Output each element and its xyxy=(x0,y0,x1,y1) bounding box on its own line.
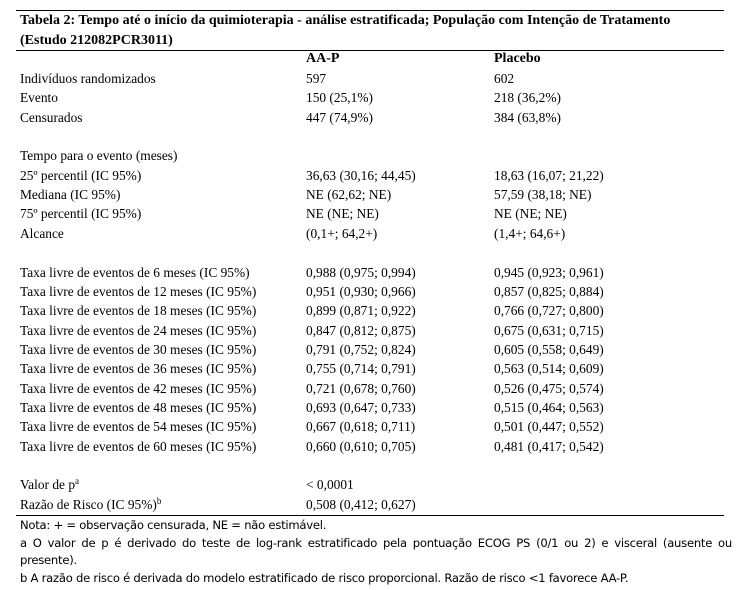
table-row: Razão de Risco (IC 95%)b 0,508 (0,412; 0,… xyxy=(0,495,740,514)
cell-placebo: 57,59 (38,18; NE) xyxy=(494,187,592,203)
cell-aap: < 0,0001 xyxy=(306,477,354,493)
cell-aap: 0,791 (0,752; 0,824) xyxy=(306,341,416,357)
row-label: Taxa livre de eventos de 18 meses (IC 95… xyxy=(20,303,257,319)
column-header-aap: AA-P xyxy=(306,51,340,66)
table-row: Taxa livre de eventos de 42 meses (IC 95… xyxy=(0,379,740,398)
cell-aap: NE (NE; NE) xyxy=(306,206,379,222)
cell-aap: NE (62,62; NE) xyxy=(306,187,392,203)
cell-aap: 36,63 (30,16; 44,45) xyxy=(306,167,416,183)
cell-placebo: 0,515 (0,464; 0,563) xyxy=(494,399,604,415)
footnote-a: a O valor de p é derivado do teste de lo… xyxy=(20,535,732,568)
cell-placebo: 0,857 (0,825; 0,884) xyxy=(494,283,604,299)
row-label: Censurados xyxy=(20,109,83,125)
row-label: Alcance xyxy=(20,225,64,241)
row-label: Taxa livre de eventos de 30 meses (IC 95… xyxy=(20,341,257,357)
table-row: Taxa livre de eventos de 60 meses (IC 95… xyxy=(0,437,740,456)
row-label: Taxa livre de eventos de 60 meses (IC 95… xyxy=(20,438,257,454)
table-row: Taxa livre de eventos de 18 meses (IC 95… xyxy=(0,301,740,320)
cell-aap: 597 xyxy=(306,71,327,86)
table-row: Evento 150 (25,1%) 218 (36,2%) xyxy=(0,88,740,107)
footnote-marker: a xyxy=(75,476,80,487)
cell-aap: 0,951 (0,930; 0,966) xyxy=(306,283,416,299)
top-rule xyxy=(16,10,724,11)
row-label: Indivíduos randomizados xyxy=(20,71,156,86)
row-label: Taxa livre de eventos de 54 meses (IC 95… xyxy=(20,419,257,435)
table-row xyxy=(0,127,740,146)
row-label: Razão de Risco (IC 95%)b xyxy=(20,495,162,512)
table-row: Valor de pa < 0,0001 xyxy=(0,475,740,494)
cell-placebo: 0,945 (0,923; 0,961) xyxy=(494,264,604,280)
footnote-nota: Nota: + = observação censurada, NE = não… xyxy=(20,518,327,532)
table-row: Indivíduos randomizados 597 602 xyxy=(0,69,740,88)
row-label: Taxa livre de eventos de 24 meses (IC 95… xyxy=(20,322,257,338)
cell-placebo: NE (NE; NE) xyxy=(494,206,567,222)
table-row: Taxa livre de eventos de 30 meses (IC 95… xyxy=(0,340,740,359)
cell-placebo: 0,766 (0,727; 0,800) xyxy=(494,303,604,319)
cell-aap: 0,508 (0,412; 0,627) xyxy=(306,496,416,512)
cell-aap: 0,899 (0,871; 0,922) xyxy=(306,303,416,319)
row-label: Taxa livre de eventos de 36 meses (IC 95… xyxy=(20,361,257,377)
cell-placebo: 0,501 (0,447; 0,552) xyxy=(494,419,604,435)
row-label: 75º percentil (IC 95%) xyxy=(20,206,142,222)
table-row: Tempo para o evento (meses) xyxy=(0,146,740,165)
row-label: Valor de pa xyxy=(20,476,80,493)
cell-aap: 447 (74,9%) xyxy=(306,109,373,125)
cell-aap: 0,693 (0,647; 0,733) xyxy=(306,399,416,415)
cell-placebo: 0,526 (0,475; 0,574) xyxy=(494,380,604,396)
footnote-b: b A razão de risco é derivada do modelo … xyxy=(20,570,629,585)
row-label: Taxa livre de eventos de 42 meses (IC 95… xyxy=(20,380,257,396)
row-label: Taxa livre de eventos de 48 meses (IC 95… xyxy=(20,399,257,415)
row-label: Mediana (IC 95%) xyxy=(20,187,121,203)
cell-aap: (0,1+; 64,2+) xyxy=(306,225,378,241)
cell-placebo: 384 (63,8%) xyxy=(494,109,561,125)
cell-placebo: 0,605 (0,558; 0,649) xyxy=(494,341,604,357)
cell-aap: 0,721 (0,678; 0,760) xyxy=(306,380,416,396)
cell-placebo: 602 xyxy=(494,71,515,86)
table-footnotes: Nota: + = observação censurada, NE = não… xyxy=(20,517,732,587)
cell-aap: 0,988 (0,975; 0,994) xyxy=(306,264,416,280)
table-row: 25º percentil (IC 95%) 36,63 (30,16; 44,4… xyxy=(0,166,740,185)
bottom-rule xyxy=(16,515,724,516)
caption-rule xyxy=(16,50,724,51)
table-row: Taxa livre de eventos de 36 meses (IC 95… xyxy=(0,359,740,378)
row-label: Evento xyxy=(20,90,58,106)
table-row xyxy=(0,456,740,475)
cell-placebo: 0,481 (0,417; 0,542) xyxy=(494,438,604,454)
table-row: Alcance (0,1+; 64,2+) (1,4+; 64,6+) xyxy=(0,224,740,243)
cell-aap: 150 (25,1%) xyxy=(306,90,373,106)
column-header-placebo: Placebo xyxy=(494,51,541,66)
cell-placebo: 218 (36,2%) xyxy=(494,90,561,106)
row-label: 25º percentil (IC 95%) xyxy=(20,167,142,183)
table-row: Taxa livre de eventos de 6 meses (IC 95%… xyxy=(0,263,740,282)
cell-placebo: 0,675 (0,631; 0,715) xyxy=(494,322,604,338)
cell-aap: 0,667 (0,618; 0,711) xyxy=(306,419,416,435)
table-row: Taxa livre de eventos de 12 meses (IC 95… xyxy=(0,282,740,301)
cell-aap: 0,660 (0,610; 0,705) xyxy=(306,438,416,454)
table-caption: Tabela 2: Tempo até o início da quimiote… xyxy=(20,13,671,48)
table-row: 75º percentil (IC 95%) NE (NE; NE) NE (NE;… xyxy=(0,204,740,223)
table-row: Mediana (IC 95%) NE (62,62; NE) 57,59 (38,… xyxy=(0,185,740,204)
table-row: Censurados 447 (74,9%) 384 (63,8%) xyxy=(0,108,740,127)
cell-aap: 0,755 (0,714; 0,791) xyxy=(306,361,416,377)
footnote-marker: b xyxy=(156,495,162,506)
cell-placebo: 0,563 (0,514; 0,609) xyxy=(494,361,604,377)
cell-aap: 0,847 (0,812; 0,875) xyxy=(306,322,416,338)
table-row xyxy=(0,243,740,262)
table-row: Taxa livre de eventos de 54 meses (IC 95… xyxy=(0,417,740,436)
row-label: Tempo para o evento (meses) xyxy=(20,148,178,164)
cell-placebo: (1,4+; 64,6+) xyxy=(494,225,566,241)
row-label: Taxa livre de eventos de 12 meses (IC 95… xyxy=(20,283,257,299)
table-row: Taxa livre de eventos de 48 meses (IC 95… xyxy=(0,398,740,417)
cell-placebo: 18,63 (16,07; 21,22) xyxy=(494,167,604,183)
table-row: Taxa livre de eventos de 24 meses (IC 95… xyxy=(0,321,740,340)
row-label: Taxa livre de eventos de 6 meses (IC 95%… xyxy=(20,264,250,280)
